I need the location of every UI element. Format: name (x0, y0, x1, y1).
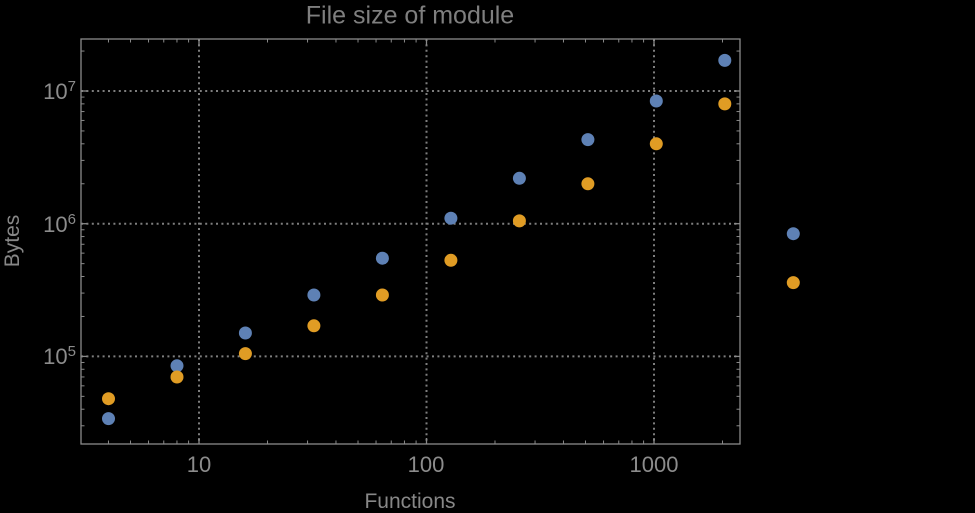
data-point-series-1-blue (718, 53, 732, 67)
data-point-series-1-blue (375, 251, 389, 265)
data-point-series-2-orange (170, 370, 184, 384)
data-point-series-2-orange (307, 319, 321, 333)
data-point-series-2-orange (444, 253, 458, 267)
y-tick-label-1e6: 106 (43, 210, 76, 238)
x-tick-label-1000: 1000 (629, 452, 679, 477)
y-tick-label-1e5: 105 (43, 342, 76, 370)
data-point-series-2-orange (581, 177, 595, 191)
data-point-series-1-blue (238, 326, 252, 340)
data-point-series-2-orange (786, 276, 800, 290)
x-tick-label-10: 10 (186, 452, 212, 477)
data-point-series-1-blue (786, 227, 800, 241)
data-point-series-1-blue (512, 171, 526, 185)
data-point-series-2-orange (375, 288, 389, 302)
x-axis-label: Functions (364, 490, 456, 513)
data-point-series-2-orange (512, 214, 526, 228)
data-point-series-1-blue (649, 94, 663, 108)
data-point-series-1-blue (307, 288, 321, 302)
data-point-series-1-blue (444, 211, 458, 225)
plot-frame (80, 38, 741, 445)
chart-title: File size of module (305, 1, 515, 30)
data-point-series-2-orange (102, 392, 115, 406)
y-axis-label: Bytes (1, 214, 24, 268)
data-point-series-1-blue (102, 412, 115, 426)
data-point-series-2-orange (649, 137, 663, 151)
y-tick-label-1e7: 107 (43, 77, 76, 105)
data-point-series-2-orange (238, 347, 252, 361)
data-point-series-1-blue (581, 133, 595, 147)
data-point-series-2-orange (718, 97, 732, 111)
x-tick-label-100: 100 (407, 452, 445, 477)
data-point-series-1-blue (170, 359, 184, 373)
